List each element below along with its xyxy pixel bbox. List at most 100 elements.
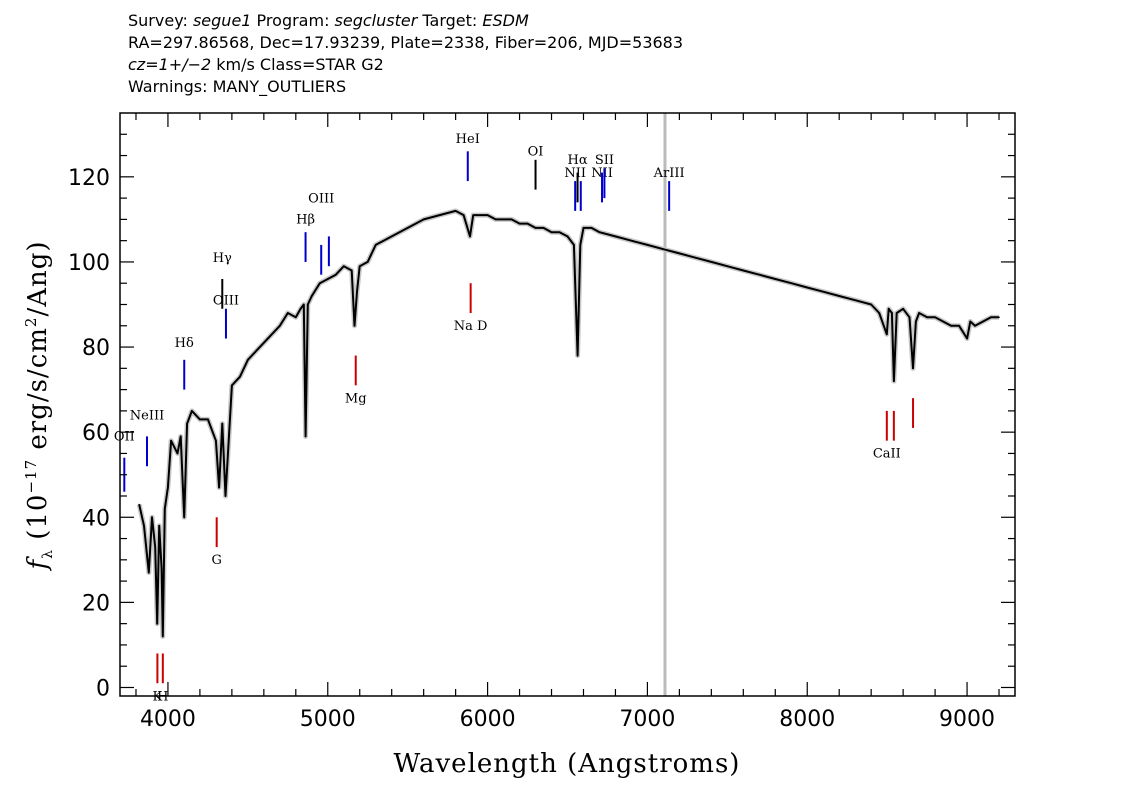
spectrum-point (302, 303, 305, 306)
spectrum-point (224, 495, 227, 497)
spectrum-point (579, 244, 582, 246)
plot-frame (119, 112, 1016, 697)
emission-line-label: NeIII (130, 408, 164, 423)
spectrum-point (915, 320, 917, 323)
spectrum-point (356, 290, 358, 293)
spectrum-point (156, 622, 159, 625)
emission-line-label: NII (564, 166, 586, 181)
spectrum-point (176, 452, 179, 455)
spectrum-point (926, 316, 928, 319)
spectrum-point (295, 316, 297, 319)
spectrum-point (221, 422, 224, 425)
header-line-coordinates: RA=297.86568, Dec=17.93239, Plate=2338, … (128, 33, 684, 52)
spectrum-point (742, 269, 745, 272)
spectrum-point (306, 303, 309, 306)
spectrum-point (239, 376, 241, 378)
x-tick-label: 8000 (779, 707, 835, 732)
spectrum-point (486, 214, 489, 216)
y-tick-label: 120 (68, 166, 110, 191)
emission-line-label: OI (528, 145, 544, 160)
x-tick-label: 5000 (300, 707, 356, 732)
spectrum-point (966, 337, 968, 340)
spectrum-point (908, 316, 911, 319)
spectrum-point (662, 248, 665, 250)
spectrum-point (598, 231, 601, 233)
target-label: Target: (417, 11, 483, 30)
absorption-line-label: H (157, 689, 168, 704)
emission-line-label: NII (591, 166, 613, 181)
spectrum-point (998, 316, 1000, 319)
program-label: Program: (251, 11, 335, 30)
spectrum-point (886, 333, 888, 336)
spectrum-point (678, 252, 681, 255)
emission-line-label: ArIII (653, 166, 685, 181)
spectrum-point (158, 524, 160, 527)
spectrum-point (207, 418, 209, 421)
x-tick-label: 7000 (619, 707, 675, 732)
spectrum-point (854, 299, 856, 302)
spectrum-point (438, 214, 441, 216)
spectrum-point (406, 227, 409, 229)
spectrum-point (758, 273, 761, 276)
spectrum-point (878, 312, 880, 314)
spectrum-point (199, 418, 201, 421)
x-tick-label: 9000 (939, 707, 995, 732)
spectrum-point (163, 507, 166, 510)
emission-line-label: SII (595, 153, 614, 168)
y-tick-label: 100 (68, 251, 110, 276)
spectral-lines-layer: OIINeIIIHδHγOIIIHβOIIIHeIOINIIHαNIISIIAr… (114, 132, 915, 704)
spectrum-point (255, 350, 257, 353)
emission-line-label: OIII (308, 191, 334, 206)
spectrum-point (902, 307, 904, 310)
cz-value: 1+/−2 (158, 55, 212, 74)
spectrum-point (304, 435, 307, 438)
spectrum-point (590, 227, 593, 229)
spectrum-point (342, 265, 345, 267)
class-text: km/s Class=STAR G2 (211, 55, 384, 74)
y-axis-title: fλ (10−17 erg/s/cm2/Ang) (22, 240, 56, 571)
emission-line-label: Hγ (213, 251, 232, 266)
spectrum-layer (136, 208, 1000, 639)
y-tick-label: 80 (82, 336, 110, 361)
spectrum-point (912, 367, 914, 370)
spectrum-point (534, 227, 537, 229)
spectrum-point (974, 324, 976, 327)
spectrum-point (502, 218, 505, 221)
header-line-warnings: Warnings: MANY_OUTLIERS (128, 77, 347, 96)
spectrum-point (726, 265, 729, 267)
emission-line-label: Hβ (296, 213, 315, 228)
y-tick-label: 0 (96, 676, 110, 701)
header-line-survey: Survey: segue1 Program: segcluster Targe… (128, 10, 683, 32)
spectrum-point (694, 256, 697, 259)
spectrum-point (550, 231, 553, 233)
spectrum-line (138, 209, 999, 638)
spectrum-point (215, 439, 217, 442)
spectrum-point (358, 265, 361, 267)
svg-text:fλ (10−17 erg/s/cm2/Ang): fλ (10−17 erg/s/cm2/Ang) (22, 240, 56, 571)
emission-line-label: OIII (213, 293, 239, 308)
spectrum-point (893, 380, 895, 382)
emission-line-label: Hδ (175, 336, 194, 351)
y-tick-label: 60 (82, 421, 110, 446)
spectrum-point (310, 295, 313, 297)
spectrum-point (186, 422, 188, 425)
absorption-line-label: G (211, 553, 221, 568)
y-tick-label: 40 (82, 506, 110, 531)
spectrum-point (287, 312, 289, 314)
target-value: ESDM (482, 11, 529, 30)
spectrum-point (614, 235, 617, 238)
absorption-line-label: CaII (873, 447, 901, 462)
spectrum-point (526, 222, 529, 225)
spectrum-point (154, 546, 156, 548)
spectrum-point (566, 235, 569, 238)
spectrum-point (790, 282, 793, 285)
x-tick-label: 6000 (460, 707, 516, 732)
spectrum-point (494, 218, 497, 221)
spectrum-point (942, 320, 944, 323)
emission-line-label: Hα (568, 153, 588, 168)
spectrum-point (472, 214, 475, 216)
spectrum-point (918, 312, 920, 314)
spectrum-point (982, 320, 984, 323)
spectrum-point (558, 231, 561, 233)
cz-label: cz= (128, 55, 159, 74)
